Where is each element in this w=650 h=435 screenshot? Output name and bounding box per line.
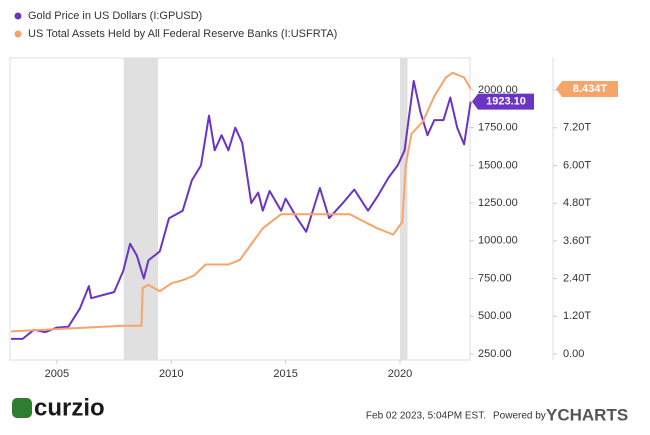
y-tick-label: 1500.00 — [478, 159, 518, 171]
logo: curzio — [12, 394, 105, 421]
logo-icon — [12, 398, 32, 418]
y-tick-label: 1000.00 — [478, 235, 518, 247]
y-tick-label: 250.00 — [478, 348, 512, 360]
last-value-label: 1923.10 — [486, 95, 526, 107]
y2-tick-label: 3.60T — [563, 235, 591, 247]
series-line — [11, 79, 472, 340]
y2-tick-label: 6.00T — [563, 159, 591, 171]
y-tick-label: 750.00 — [478, 272, 512, 284]
y2-tick-label: 2.40T — [563, 273, 591, 285]
timestamp: Feb 02 2023, 5:04PM EST. — [366, 411, 486, 422]
last-value-badge — [556, 80, 618, 97]
brand: curzio — [34, 394, 105, 421]
series-line — [11, 71, 472, 333]
last-value-label: 8.434T — [573, 83, 608, 95]
y-tick-label: 1250.00 — [478, 197, 518, 209]
legend-swatch — [14, 12, 22, 20]
y2-tick-label: 0.00 — [563, 348, 584, 360]
x-tick-label: 2005 — [45, 368, 69, 380]
y2-tick-label: 4.80T — [563, 197, 591, 209]
x-tick-label: 2015 — [273, 368, 297, 380]
x-tick-label: 2020 — [388, 368, 412, 380]
y2-tick-label: 7.20T — [563, 122, 591, 134]
recession-band — [123, 58, 158, 360]
legend-swatch — [14, 30, 22, 38]
x-tick-label: 2010 — [159, 368, 183, 380]
y-tick-label: 1750.00 — [478, 122, 518, 134]
y-tick-label: 2000.00 — [478, 84, 518, 96]
powered-by: Powered by — [493, 411, 546, 422]
y-tick-label: 500.00 — [478, 310, 512, 322]
legend-label: US Total Assets Held by All Federal Rese… — [28, 28, 337, 40]
legend-label: Gold Price in US Dollars (I:GPUSD) — [28, 10, 202, 22]
last-value-badge — [472, 93, 534, 110]
y2-tick-label: 1.20T — [563, 310, 591, 322]
plot-frame — [9, 57, 471, 361]
provider: YCHARTS — [546, 405, 628, 424]
